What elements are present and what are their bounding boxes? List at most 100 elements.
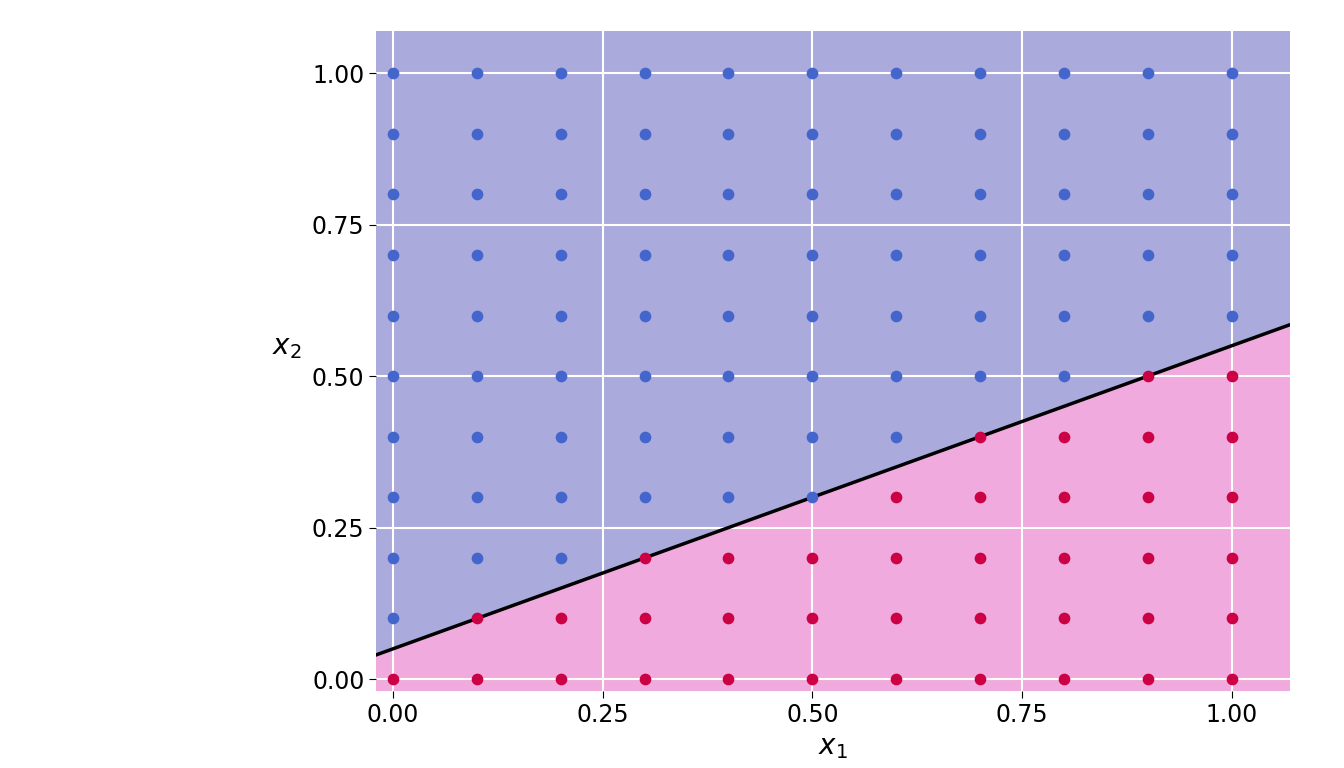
Point [550,127,571,140]
Point [1220,188,1242,200]
Point [466,492,488,504]
Point [1054,310,1075,322]
Point [801,127,823,140]
Point [886,431,907,443]
Point [1220,492,1242,504]
Point [718,249,739,261]
Point [634,370,656,382]
Point [466,188,488,200]
Point [886,673,907,685]
Y-axis label: $x_2$: $x_2$ [271,333,301,361]
Point [801,310,823,322]
Point [1054,431,1075,443]
Point [1220,310,1242,322]
Point [1220,127,1242,140]
Point [1137,431,1159,443]
Point [886,127,907,140]
Point [1220,67,1242,79]
Point [801,673,823,685]
Point [466,673,488,685]
Point [718,127,739,140]
Point [466,551,488,564]
Point [382,249,403,261]
Point [1220,370,1242,382]
Point [801,431,823,443]
Point [886,370,907,382]
Point [466,249,488,261]
Point [550,370,571,382]
Point [718,431,739,443]
Point [382,551,403,564]
Point [1054,249,1075,261]
Point [886,310,907,322]
Point [886,249,907,261]
Point [634,551,656,564]
Point [969,431,991,443]
Point [550,612,571,624]
Point [886,188,907,200]
Point [1054,612,1075,624]
Point [886,612,907,624]
Point [969,249,991,261]
Point [969,492,991,504]
Point [550,673,571,685]
Point [969,370,991,382]
Point [886,67,907,79]
Point [801,492,823,504]
Point [969,67,991,79]
Point [550,188,571,200]
Point [634,188,656,200]
Point [718,673,739,685]
Point [1137,127,1159,140]
Point [969,551,991,564]
Point [718,188,739,200]
Point [718,551,739,564]
Point [382,612,403,624]
Point [718,67,739,79]
Point [801,67,823,79]
Point [466,127,488,140]
Point [801,612,823,624]
Point [466,67,488,79]
Point [550,431,571,443]
Point [466,310,488,322]
Point [1137,673,1159,685]
Point [634,431,656,443]
Point [1054,673,1075,685]
Point [801,551,823,564]
Point [1054,67,1075,79]
Point [1054,551,1075,564]
Point [718,310,739,322]
X-axis label: $x_1$: $x_1$ [818,733,848,760]
Point [1220,612,1242,624]
Point [1137,188,1159,200]
Point [1137,249,1159,261]
Point [634,67,656,79]
Point [801,249,823,261]
Point [718,612,739,624]
Point [718,370,739,382]
Point [466,370,488,382]
Point [1137,492,1159,504]
Point [1220,249,1242,261]
Point [1054,370,1075,382]
Point [382,67,403,79]
Point [969,127,991,140]
Point [969,188,991,200]
Point [1054,492,1075,504]
Point [634,249,656,261]
Point [634,310,656,322]
Point [718,492,739,504]
Point [634,612,656,624]
Point [969,673,991,685]
Point [969,310,991,322]
Point [1137,67,1159,79]
Point [1137,370,1159,382]
Point [634,673,656,685]
Point [550,67,571,79]
Point [1220,431,1242,443]
Point [634,492,656,504]
Point [969,612,991,624]
Point [1137,310,1159,322]
Point [382,188,403,200]
